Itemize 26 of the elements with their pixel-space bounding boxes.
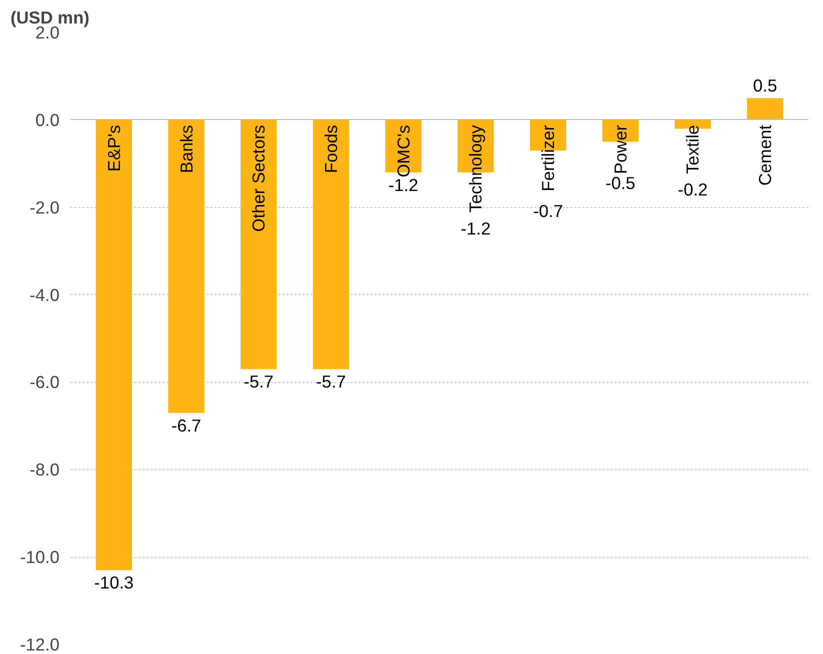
data-label: -5.7 [316, 372, 346, 392]
y-tick-label: -12.0 [20, 634, 60, 654]
data-label: -0.2 [678, 179, 708, 200]
data-label: -0.5 [605, 172, 636, 193]
x-tick-label: Technology [466, 124, 486, 213]
y-tick-label: -6.0 [30, 372, 60, 392]
x-tick-label: Other Sectors [248, 124, 269, 232]
data-label: 0.5 [753, 76, 778, 96]
x-tick-label: Textile [682, 124, 703, 174]
x-tick-label: Power [610, 124, 630, 174]
x-tick-label: Fertilizer [538, 124, 558, 192]
data-label: -1.2 [460, 218, 491, 239]
y-tick-label: 0.0 [35, 110, 60, 130]
data-label: -0.7 [533, 201, 563, 222]
x-tick-label: Banks [176, 124, 196, 174]
data-label: -6.7 [171, 415, 202, 436]
y-tick-label: -2.0 [30, 197, 60, 218]
x-tick-label: E&P's [104, 124, 124, 172]
data-label: -5.7 [244, 372, 274, 392]
y-tick-label: -4.0 [30, 284, 60, 305]
x-tick-label: Cement [755, 124, 776, 186]
y-tick-label: -10.0 [20, 547, 60, 568]
y-tick-label: -8.0 [30, 460, 60, 480]
x-tick-label: OMC's [393, 124, 414, 178]
x-tick-label: Foods [320, 124, 341, 174]
data-label: -10.3 [94, 572, 134, 593]
